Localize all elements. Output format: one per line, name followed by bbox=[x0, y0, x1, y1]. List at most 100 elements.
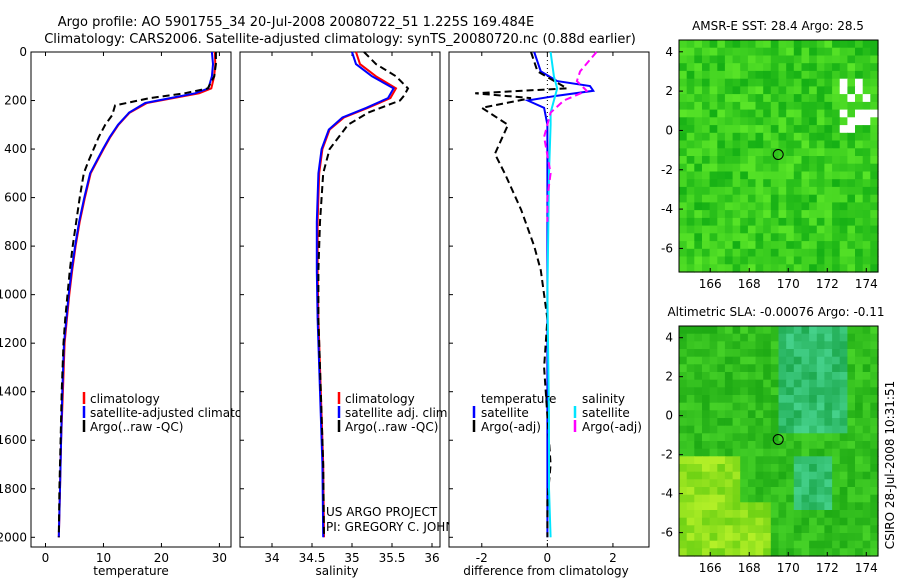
map-cell bbox=[839, 341, 848, 350]
map-cell bbox=[747, 494, 757, 503]
map-cell bbox=[717, 510, 726, 519]
map-cell bbox=[824, 402, 833, 411]
map-cell bbox=[786, 479, 795, 488]
map-cell bbox=[847, 47, 856, 56]
map-cell bbox=[770, 402, 780, 411]
map-cell bbox=[732, 156, 741, 165]
legend-argo-label: Argo(..raw -QC) bbox=[90, 420, 183, 434]
map-cell bbox=[786, 379, 795, 388]
map-cell bbox=[709, 202, 718, 211]
x-tick-label: 20 bbox=[154, 551, 169, 565]
project-label: US ARGO PROJECT bbox=[326, 505, 438, 519]
map-cell bbox=[679, 210, 688, 219]
map-cell bbox=[839, 448, 848, 457]
map-cell bbox=[778, 525, 787, 534]
map-cell bbox=[870, 256, 879, 265]
legend-sal-satellite-label: satellite adj. clim. bbox=[345, 406, 451, 420]
map-cell bbox=[686, 517, 695, 526]
map-cell bbox=[702, 333, 711, 342]
map-cell bbox=[839, 109, 848, 118]
map-cell bbox=[740, 372, 749, 381]
map-cell bbox=[747, 510, 757, 519]
map-cell bbox=[832, 148, 841, 157]
map-cell bbox=[747, 140, 757, 149]
map-cell bbox=[870, 148, 879, 157]
map-cell bbox=[801, 241, 810, 250]
map-y-tick-label: 0 bbox=[665, 409, 673, 423]
map-cell bbox=[694, 448, 703, 457]
map-cell bbox=[694, 63, 703, 72]
map-cell bbox=[870, 456, 879, 465]
map-cell bbox=[839, 86, 848, 95]
map-cell bbox=[686, 448, 695, 457]
map-cell bbox=[801, 326, 810, 335]
map-cell bbox=[870, 101, 879, 111]
map-cell bbox=[717, 202, 726, 211]
map-cell bbox=[747, 379, 757, 388]
map-cell bbox=[839, 525, 848, 534]
map-cell bbox=[809, 387, 818, 396]
map-cell bbox=[809, 70, 818, 80]
map-cell bbox=[801, 533, 810, 542]
map-cell bbox=[809, 441, 818, 450]
map-cell bbox=[732, 179, 741, 188]
pi-label: PI: GREGORY C. JOHNSON bbox=[326, 520, 480, 534]
map-cell bbox=[686, 225, 695, 234]
map-cell bbox=[740, 202, 749, 211]
map-cell bbox=[770, 372, 780, 381]
map-cell bbox=[740, 140, 749, 149]
map-cell bbox=[786, 264, 795, 273]
map-cell bbox=[740, 548, 749, 557]
map-cell bbox=[740, 525, 749, 534]
map-cell bbox=[855, 356, 864, 365]
map-cell bbox=[801, 156, 810, 165]
map-cell bbox=[786, 487, 795, 496]
map-cell bbox=[709, 217, 718, 227]
map-cell bbox=[717, 456, 726, 465]
map-cell bbox=[816, 241, 826, 250]
map-cell bbox=[686, 101, 695, 111]
map-cell bbox=[839, 202, 848, 211]
map-cell bbox=[724, 101, 734, 111]
map-cell bbox=[724, 364, 734, 373]
map-cell bbox=[801, 264, 810, 273]
map-cell bbox=[786, 171, 795, 180]
map-cell bbox=[824, 132, 833, 142]
map-cell bbox=[755, 194, 764, 203]
map-cell bbox=[770, 86, 780, 95]
map-cell bbox=[809, 402, 818, 411]
map-cell bbox=[679, 479, 688, 488]
map-cell bbox=[793, 47, 803, 56]
map-cell bbox=[709, 86, 718, 95]
map-cell bbox=[709, 233, 718, 242]
map-cell bbox=[717, 233, 726, 242]
map-cell bbox=[686, 494, 695, 503]
map-cell bbox=[847, 510, 856, 519]
map-cell bbox=[816, 94, 826, 103]
map-cell bbox=[824, 471, 833, 480]
map-cell bbox=[763, 372, 772, 381]
map-cell bbox=[709, 225, 718, 234]
sst-argo-marker bbox=[772, 149, 784, 160]
map-cell bbox=[755, 163, 764, 172]
map-cell bbox=[816, 425, 826, 434]
map-cell bbox=[855, 333, 864, 342]
map-cell bbox=[679, 548, 688, 557]
map-cell bbox=[855, 241, 864, 250]
map-cell bbox=[832, 194, 841, 203]
map-cell bbox=[709, 47, 718, 56]
map-cell bbox=[732, 464, 741, 473]
map-cell bbox=[686, 441, 695, 450]
map-cell bbox=[870, 464, 879, 473]
map-x-tick-label: 174 bbox=[855, 561, 878, 575]
map-cell bbox=[702, 94, 711, 103]
map-cell bbox=[862, 70, 871, 80]
map-cell bbox=[694, 194, 703, 203]
map-cell bbox=[786, 333, 795, 342]
map-cell bbox=[763, 163, 772, 172]
map-cell bbox=[686, 387, 695, 396]
map-cell bbox=[732, 471, 741, 480]
map-cell bbox=[702, 148, 711, 157]
map-cell bbox=[816, 456, 826, 465]
map-cell bbox=[847, 210, 856, 219]
